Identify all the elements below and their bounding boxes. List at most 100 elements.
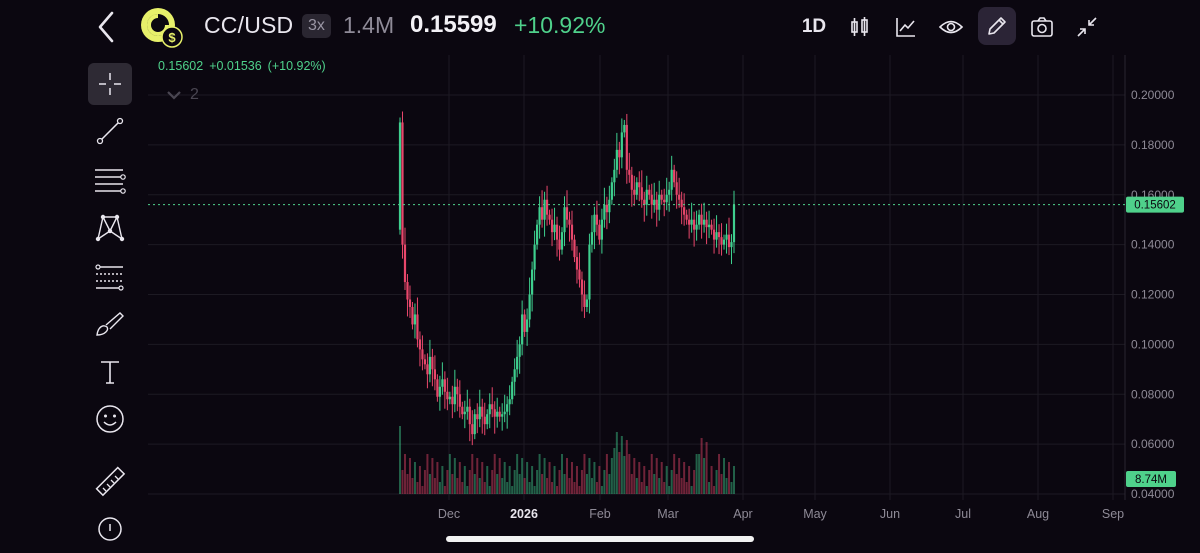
volume-bar: [433, 478, 436, 494]
volume-bar: [526, 462, 529, 494]
candle-body: [416, 314, 419, 340]
volume-bar: [486, 466, 489, 494]
volume-bar: [431, 458, 434, 494]
candle-body: [413, 314, 417, 325]
volume-bar: [680, 478, 683, 494]
volume-bar: [648, 470, 651, 494]
candle-body: [483, 416, 486, 425]
volume-bar: [471, 454, 474, 494]
draw-button[interactable]: [978, 7, 1016, 45]
parallel-lines-icon: [95, 264, 124, 291]
candle-body: [441, 379, 444, 387]
crosshair-icon: [99, 73, 121, 95]
volume-bar: [411, 478, 414, 494]
eye-icon: [938, 20, 964, 34]
visibility-button[interactable]: [933, 9, 969, 45]
volume-bar: [700, 438, 703, 494]
trend-line-tool[interactable]: [88, 110, 132, 152]
collapsed-count: 2: [190, 86, 199, 103]
volume-bar: [493, 454, 496, 494]
brush-tool[interactable]: [88, 303, 132, 345]
candle-body: [406, 282, 409, 300]
candle-body: [468, 406, 471, 425]
volume-bar: [620, 436, 623, 494]
volume-bar: [730, 482, 733, 494]
candle-body: [613, 169, 616, 183]
volume-bar: [458, 462, 461, 494]
back-button[interactable]: [92, 10, 122, 44]
volume-bar: [613, 448, 616, 494]
x-tick-label: Aug: [1027, 507, 1049, 521]
volume-bar: [401, 470, 404, 494]
candle-body: [595, 214, 599, 225]
screenshot-button[interactable]: [1024, 9, 1060, 45]
volume-bar: [618, 452, 621, 494]
measure-lines-tool[interactable]: [88, 255, 132, 297]
volume-bar: [705, 442, 708, 494]
volume-bar: [448, 454, 451, 494]
candle-body: [583, 294, 586, 307]
volume-bar: [536, 470, 539, 494]
interval-button[interactable]: 1D: [801, 16, 827, 37]
pattern-tool[interactable]: [88, 206, 132, 248]
candle-body: [451, 396, 454, 405]
volume-bar: [416, 482, 419, 494]
fib-levels-tool[interactable]: [88, 159, 132, 201]
candle-body: [528, 294, 531, 320]
exit-fullscreen-button[interactable]: [1069, 9, 1105, 45]
volume-bar: [446, 470, 449, 494]
volume-bar: [628, 454, 631, 494]
ruler-tool[interactable]: [88, 460, 132, 502]
candle-body: [540, 207, 544, 220]
volume-bar: [518, 474, 521, 494]
candle-body: [625, 124, 628, 170]
volume-bar: [426, 454, 429, 494]
candle-body: [398, 122, 402, 230]
emoji-tool[interactable]: [88, 398, 132, 440]
candle-body: [471, 424, 474, 435]
indicator-icon: [896, 18, 915, 37]
more-tool[interactable]: [88, 512, 132, 542]
volume-bar: [708, 482, 711, 494]
volume-bar: [563, 474, 566, 494]
text-tool[interactable]: [88, 351, 132, 393]
volume-bar: [511, 486, 514, 494]
indicators-button[interactable]: [888, 9, 924, 45]
pattern-icon: [95, 214, 125, 242]
crosshair-tool[interactable]: [88, 63, 132, 105]
x-tick-label: Dec: [438, 507, 460, 521]
volume-bar: [633, 458, 636, 494]
candle-body: [533, 244, 536, 270]
candle-body: [563, 207, 566, 233]
candle-body: [695, 224, 698, 230]
candle-body: [456, 386, 459, 395]
volume-bar: [600, 486, 603, 494]
candle-body: [705, 219, 708, 228]
x-axis: Dec 2026 Feb Mar Apr May Jun Jul Aug Sep: [438, 507, 1124, 521]
symbol-name[interactable]: CC/USD: [204, 12, 294, 38]
volume-bar: [578, 486, 581, 494]
candle-body: [438, 386, 441, 397]
candle-body: [593, 214, 596, 233]
candle-body: [715, 232, 718, 240]
volume-bar: [541, 474, 544, 494]
volume-bar: [713, 486, 716, 494]
candlesticks: [398, 111, 736, 446]
volume-bar: [406, 474, 409, 494]
candle-body: [635, 182, 638, 195]
candle-body: [513, 369, 516, 382]
volume-bar: [421, 486, 424, 494]
volume-bar: [501, 478, 504, 494]
candle-body: [493, 409, 496, 417]
volume-bar: [660, 462, 663, 494]
volume-bar: [720, 474, 723, 494]
last-price: 0.15599: [410, 11, 497, 38]
candle-body: [478, 406, 481, 420]
volume-bar: [558, 470, 561, 494]
indicator-collapse-toggle[interactable]: 2: [166, 86, 199, 104]
svg-text:$: $: [168, 30, 176, 45]
candle-body: [538, 207, 541, 225]
candle-body: [675, 182, 678, 195]
chart-type-button[interactable]: [842, 9, 878, 45]
